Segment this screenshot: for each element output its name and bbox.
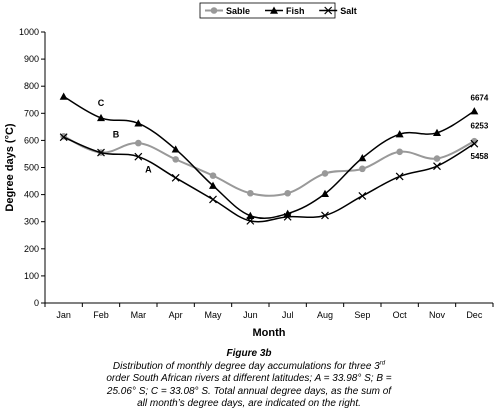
caption-superscript: rd [379, 360, 386, 367]
point-marker [358, 154, 367, 162]
x-tick-label: Jul [282, 310, 294, 320]
caption-line-2: order South African rivers at different … [106, 373, 392, 384]
y-tick-label: 100 [24, 271, 39, 281]
point-marker [321, 211, 329, 220]
series-letter-label: B [113, 130, 120, 140]
x-tick-label: Mar [131, 310, 147, 320]
y-tick-label: 600 [24, 135, 39, 145]
series-layer [59, 92, 479, 225]
point-marker [470, 139, 479, 148]
point-marker [433, 155, 441, 162]
y-tick-label: 400 [24, 190, 39, 200]
y-tick-label: 700 [24, 108, 39, 118]
point-marker [59, 92, 68, 100]
point-marker [270, 6, 278, 14]
x-tick-label: May [204, 310, 222, 320]
point-marker [433, 162, 441, 171]
point-marker [172, 156, 179, 163]
point-marker [358, 192, 367, 200]
legend-label: Salt [340, 6, 357, 16]
point-marker [321, 170, 329, 177]
caption-line-1-text: Distribution of monthly degree day accum… [112, 360, 380, 372]
caption-line-4: all month’s degree days, are indicated o… [137, 398, 361, 409]
axes: 0 100 200 300 400 500 600 700 800 900 1000 Jan Feb Ma… [4, 27, 494, 339]
point-marker [246, 216, 255, 225]
x-axis-title: Month [253, 327, 286, 339]
x-tick-label: Apr [169, 310, 183, 320]
legend: Sable Fish Salt [199, 2, 357, 19]
point-marker [134, 152, 143, 161]
series-sable [60, 133, 478, 197]
total-annotation: 5458 [471, 152, 489, 161]
point-marker [284, 189, 291, 197]
point-marker [209, 195, 217, 204]
point-marker [209, 172, 217, 179]
caption-line-1: Distribution of monthly degree day accum… [0, 360, 498, 374]
y-tick-label: 500 [24, 163, 39, 173]
x-tick-label: Sep [354, 310, 370, 320]
x-tick-label: Jan [56, 310, 71, 320]
y-tick-label: 800 [24, 81, 39, 91]
series-line [63, 136, 475, 223]
point-marker [470, 107, 479, 115]
series-letter-label: C [98, 98, 105, 108]
x-tick-label: Oct [393, 310, 408, 320]
point-marker [97, 113, 105, 122]
x-tick-label: Jun [243, 310, 258, 320]
series-line [63, 95, 475, 220]
series-salt [59, 133, 479, 225]
point-marker [321, 189, 329, 197]
legend-item-salt: Salt [319, 6, 357, 16]
y-tick-label: 900 [24, 54, 39, 64]
point-marker [59, 133, 68, 142]
y-tick-label: 300 [24, 217, 39, 227]
y-tick-label: 0 [34, 298, 39, 308]
point-marker [246, 211, 255, 219]
legend-label: Fish [286, 6, 305, 16]
series-line [63, 135, 475, 197]
point-marker [283, 212, 292, 221]
point-marker [209, 181, 217, 189]
total-annotation: 6253 [471, 122, 489, 131]
point-marker [134, 119, 143, 127]
figure-caption: Figure 3b Distribution of monthly degree… [0, 348, 498, 411]
point-marker [171, 145, 180, 153]
series-fish [59, 92, 479, 220]
point-marker [97, 148, 105, 157]
y-tick-label: 200 [24, 244, 39, 254]
chart-svg: Sable Fish Salt 0 100 200 300 400 500 600 700 800 9… [4, 2, 494, 339]
labels-layer: B C A 6674 6253 5458 [98, 93, 489, 174]
y-axis-title: Degree days (°C) [4, 123, 16, 211]
x-tick-label: Dec [466, 310, 483, 320]
x-tick-label: Feb [93, 310, 109, 320]
total-annotation: 6674 [471, 93, 489, 102]
point-marker [324, 6, 333, 15]
point-marker [359, 165, 366, 173]
point-marker [210, 7, 218, 14]
point-marker [396, 148, 403, 156]
legend-item-fish: Fish [265, 6, 305, 16]
x-tick-label: Aug [317, 310, 333, 320]
y-tick-label: 1000 [19, 27, 39, 37]
series-letter-label: A [145, 165, 152, 175]
point-marker [395, 130, 404, 138]
legend-label: Sable [226, 6, 250, 16]
figure-number: Figure 3b [226, 348, 272, 359]
legend-item-sable: Sable [205, 6, 250, 16]
point-marker [433, 128, 441, 137]
point-marker [395, 172, 404, 181]
x-tick-label: Nov [429, 310, 446, 320]
point-marker [135, 139, 142, 147]
caption-line-3: 25.06° S; C = 33.08° S. Total annual deg… [106, 385, 392, 397]
point-marker [247, 189, 254, 197]
point-marker [171, 173, 180, 182]
